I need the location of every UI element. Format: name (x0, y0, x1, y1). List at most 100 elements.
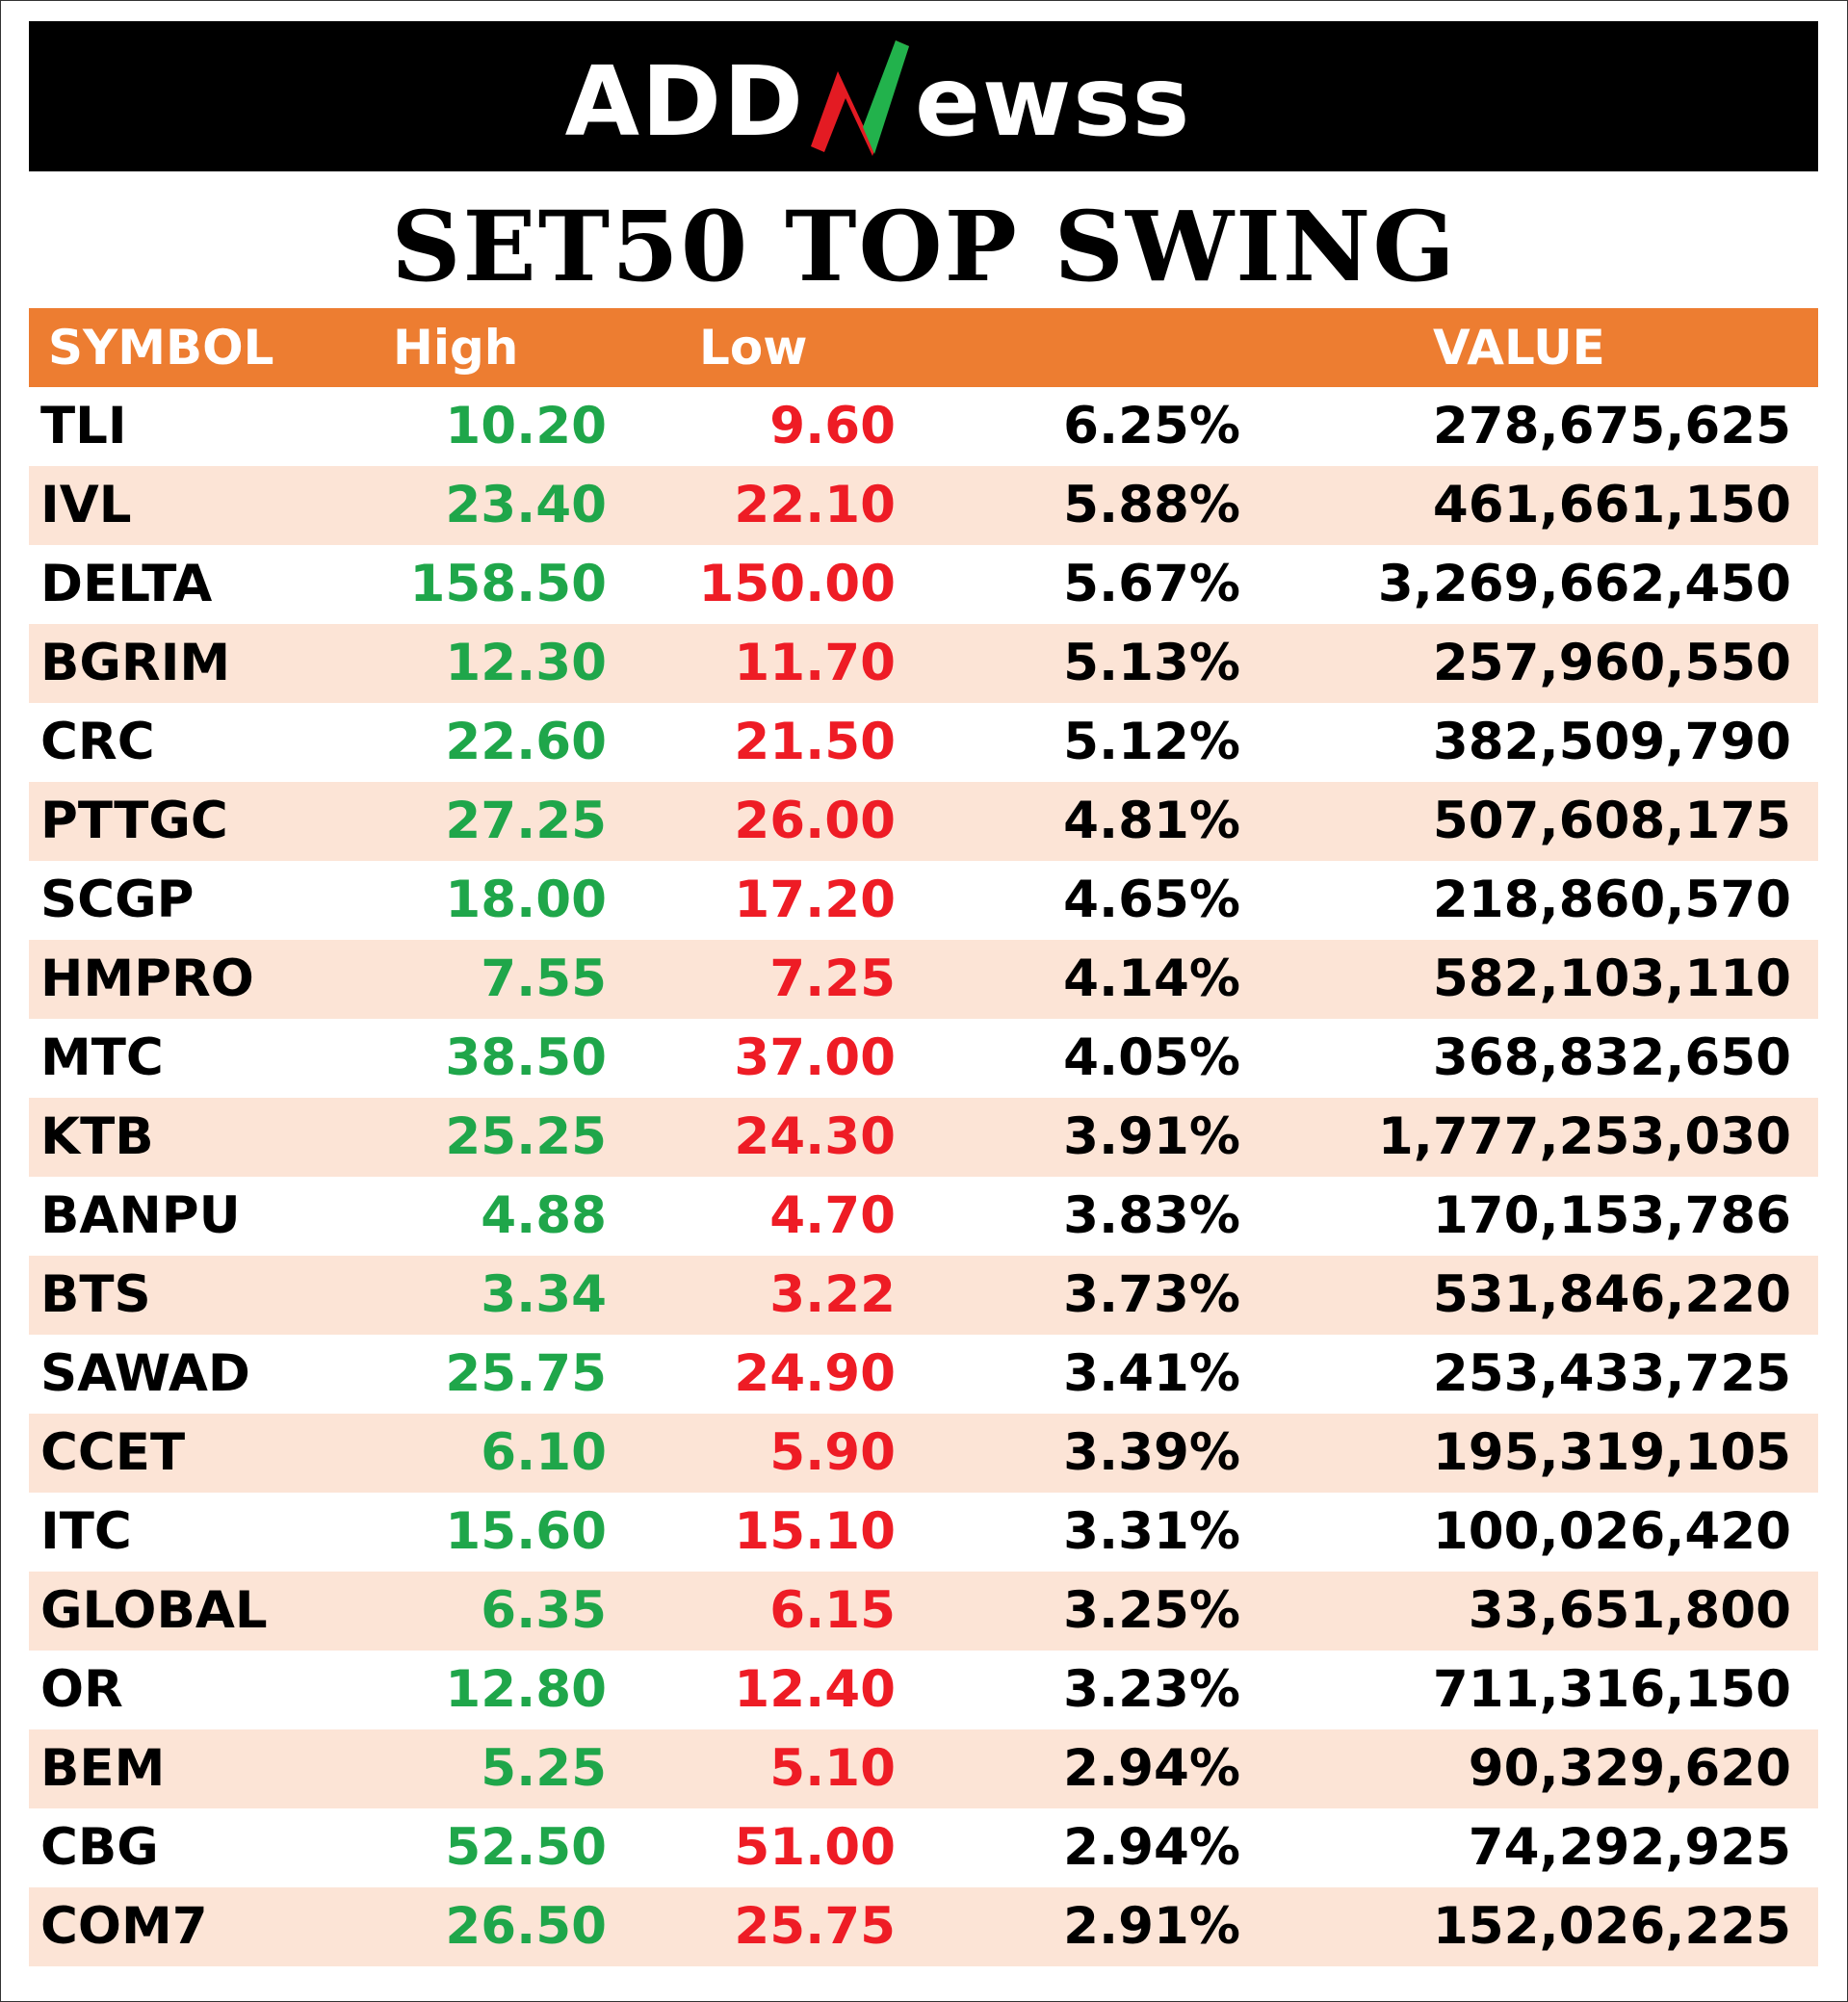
cell-low: 24.30 (734, 1107, 896, 1166)
cell-symbol: GLOBAL (40, 1581, 268, 1640)
cell-symbol: ITC (40, 1502, 132, 1561)
header-low: Low (699, 320, 808, 376)
table-row: HMPRO 7.55 7.25 4.14% 582,103,110 (29, 940, 1818, 1019)
cell-high: 27.25 (445, 792, 607, 850)
cell-low: 3.22 (769, 1265, 896, 1324)
cell-high: 10.20 (445, 397, 607, 455)
cell-percent: 4.81% (1063, 792, 1240, 850)
cell-high: 6.10 (481, 1423, 607, 1482)
cell-high: 18.00 (445, 871, 607, 929)
cell-symbol: BTS (40, 1265, 151, 1324)
table-row: SAWAD 25.75 24.90 3.41% 253,433,725 (29, 1335, 1818, 1414)
cell-percent: 5.12% (1063, 713, 1240, 771)
cell-high: 7.55 (481, 949, 607, 1008)
cell-symbol: IVL (40, 476, 132, 534)
cell-low: 4.70 (769, 1186, 896, 1245)
table-row: BEM 5.25 5.10 2.94% 90,329,620 (29, 1729, 1818, 1808)
cell-symbol: BGRIM (40, 634, 231, 692)
table-row: KTB 25.25 24.30 3.91% 1,777,253,030 (29, 1098, 1818, 1177)
table-row: COM7 26.50 25.75 2.91% 152,026,225 (29, 1887, 1818, 1966)
cell-symbol: OR (40, 1660, 123, 1719)
cell-high: 22.60 (445, 713, 607, 771)
cell-symbol: HMPRO (40, 949, 254, 1008)
cell-value: 100,026,420 (1432, 1502, 1791, 1561)
cell-percent: 3.25% (1063, 1581, 1240, 1640)
cell-value: 711,316,150 (1432, 1660, 1791, 1719)
cell-percent: 3.39% (1063, 1423, 1240, 1482)
cell-value: 170,153,786 (1432, 1186, 1791, 1245)
cell-value: 531,846,220 (1432, 1265, 1791, 1324)
cell-symbol: SCGP (40, 871, 195, 929)
cell-low: 9.60 (769, 397, 896, 455)
header-value: VALUE (1433, 320, 1605, 376)
cell-value: 368,832,650 (1432, 1028, 1791, 1087)
cell-value: 90,329,620 (1468, 1739, 1791, 1798)
cell-percent: 5.67% (1063, 555, 1240, 613)
cell-value: 218,860,570 (1432, 871, 1791, 929)
cell-percent: 5.13% (1063, 634, 1240, 692)
cell-value: 33,651,800 (1468, 1581, 1791, 1640)
cell-high: 6.35 (481, 1581, 607, 1640)
cell-high: 3.34 (481, 1265, 607, 1324)
table-row: BGRIM 12.30 11.70 5.13% 257,960,550 (29, 624, 1818, 703)
cell-percent: 3.31% (1063, 1502, 1240, 1561)
cell-high: 38.50 (445, 1028, 607, 1087)
cell-value: 195,319,105 (1432, 1423, 1791, 1482)
cell-symbol: BEM (40, 1739, 166, 1798)
cell-high: 25.75 (445, 1344, 607, 1403)
cell-symbol: CRC (40, 713, 155, 771)
cell-symbol: PTTGC (40, 792, 228, 850)
logo-text-add: ADD (565, 45, 805, 158)
cell-value: 3,269,662,450 (1377, 555, 1791, 613)
cell-low: 11.70 (734, 634, 896, 692)
cell-percent: 3.73% (1063, 1265, 1240, 1324)
cell-symbol: COM7 (40, 1897, 208, 1956)
cell-high: 52.50 (445, 1818, 607, 1877)
table-row: PTTGC 27.25 26.00 4.81% 507,608,175 (29, 782, 1818, 861)
cell-value: 1,777,253,030 (1377, 1107, 1791, 1166)
logo-bar: ADD ewss (29, 21, 1818, 171)
table-body: TLI 10.20 9.60 6.25% 278,675,625 IVL 23.40 22.1… (29, 387, 1818, 1966)
cell-high: 12.30 (445, 634, 607, 692)
page-title: SET50 TOP SWING (391, 190, 1457, 303)
cell-value: 152,026,225 (1432, 1897, 1791, 1956)
cell-percent: 3.83% (1063, 1186, 1240, 1245)
cell-percent: 3.91% (1063, 1107, 1240, 1166)
cell-high: 5.25 (481, 1739, 607, 1798)
cell-low: 7.25 (769, 949, 896, 1008)
table-row: CBG 52.50 51.00 2.94% 74,292,925 (29, 1808, 1818, 1887)
cell-low: 22.10 (734, 476, 896, 534)
table-row: ITC 15.60 15.10 3.31% 100,026,420 (29, 1493, 1818, 1572)
cell-low: 150.00 (698, 555, 896, 613)
cell-symbol: DELTA (40, 555, 213, 613)
cell-low: 15.10 (734, 1502, 896, 1561)
cell-high: 4.88 (481, 1186, 607, 1245)
cell-low: 37.00 (734, 1028, 896, 1087)
table-row: CCET 6.10 5.90 3.39% 195,319,105 (29, 1414, 1818, 1493)
cell-percent: 6.25% (1063, 397, 1240, 455)
cell-high: 25.25 (445, 1107, 607, 1166)
table-row: BTS 3.34 3.22 3.73% 531,846,220 (29, 1256, 1818, 1335)
cell-symbol: CCET (40, 1423, 186, 1482)
logo-text-ewss: ewss (915, 45, 1191, 158)
table-row: IVL 23.40 22.10 5.88% 461,661,150 (29, 466, 1818, 545)
table-row: DELTA 158.50 150.00 5.67% 3,269,662,450 (29, 545, 1818, 624)
cell-low: 17.20 (734, 871, 896, 929)
n-check-mark-icon (811, 40, 909, 156)
cell-symbol: MTC (40, 1028, 164, 1087)
header-symbol: SYMBOL (48, 320, 274, 376)
cell-percent: 3.41% (1063, 1344, 1240, 1403)
cell-low: 26.00 (734, 792, 896, 850)
cell-percent: 2.91% (1063, 1897, 1240, 1956)
cell-percent: 4.05% (1063, 1028, 1240, 1087)
cell-high: 158.50 (409, 555, 607, 613)
cell-low: 12.40 (734, 1660, 896, 1719)
table-row: OR 12.80 12.40 3.23% 711,316,150 (29, 1651, 1818, 1729)
cell-high: 15.60 (445, 1502, 607, 1561)
table-header: SYMBOL High Low VALUE (29, 308, 1818, 387)
cell-low: 51.00 (734, 1818, 896, 1877)
cell-value: 257,960,550 (1432, 634, 1791, 692)
cell-low: 5.10 (769, 1739, 896, 1798)
cell-low: 25.75 (734, 1897, 896, 1956)
cell-low: 24.90 (734, 1344, 896, 1403)
